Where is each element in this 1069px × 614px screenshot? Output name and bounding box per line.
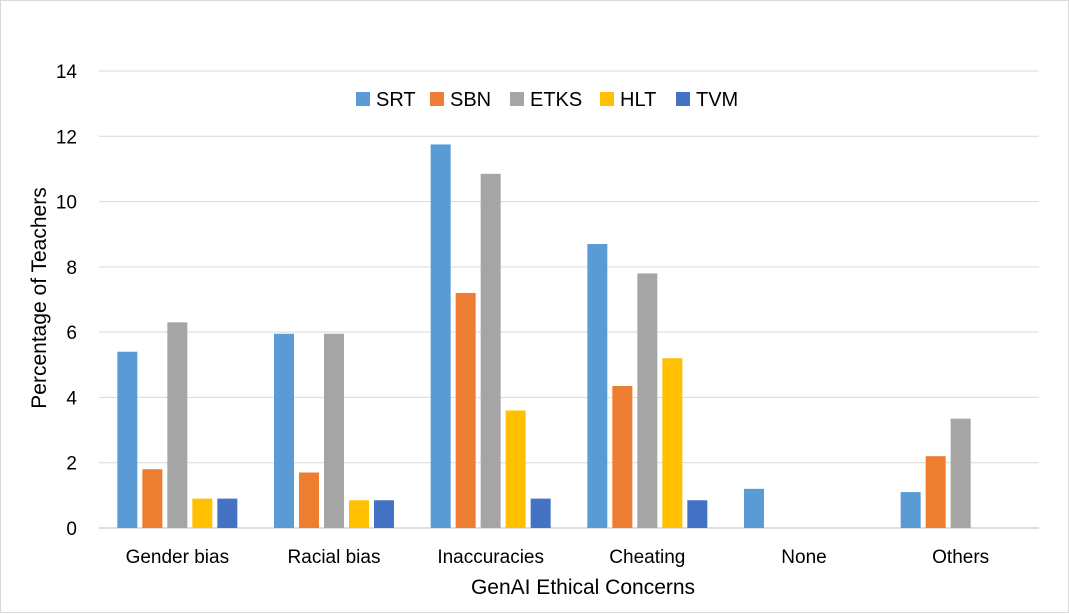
bar-etks-1 [324, 333, 344, 528]
bar-hlt-2 [505, 410, 526, 528]
bar-etks-5 [950, 418, 971, 528]
x-axis-ticks: Gender bias Racial bias Inaccuracies Cheati… [126, 547, 990, 568]
x-tick-label: None [781, 547, 826, 568]
legend-swatch-tvm [676, 92, 690, 106]
bar-etks-0 [167, 322, 188, 528]
bar-sbn-3 [612, 386, 633, 528]
y-tick-label: 14 [56, 62, 78, 83]
y-tick-label: 6 [66, 323, 77, 344]
x-tick-label: Inaccuracies [437, 547, 544, 568]
bar-sbn-5 [925, 456, 946, 528]
bar-tvm-2 [530, 498, 551, 528]
bar-srt-4 [744, 488, 764, 528]
y-tick-label: 2 [66, 454, 77, 475]
bar-srt-2 [430, 144, 451, 529]
bar-etks-2 [480, 173, 501, 528]
y-axis-ticks: 0 2 4 6 8 10 12 14 [56, 62, 78, 540]
gridlines [99, 70, 1039, 529]
bar-hlt-3 [662, 358, 683, 528]
legend-label-tvm: TVM [696, 89, 738, 111]
bar-tvm-1 [374, 500, 394, 528]
bar-sbn-0 [142, 469, 163, 528]
legend-label-srt: SRT [376, 89, 416, 111]
legend-swatch-srt [356, 92, 370, 106]
y-tick-label: 4 [66, 388, 77, 409]
x-tick-label: Cheating [609, 547, 685, 568]
x-tick-label: Others [932, 547, 989, 568]
legend-swatch-sbn [430, 92, 444, 106]
y-axis-title: Percentage of Teachers [28, 187, 51, 408]
legend-label-sbn: SBN [450, 89, 491, 111]
x-tick-label: Gender bias [126, 547, 230, 568]
bar-sbn-1 [299, 472, 319, 528]
y-tick-label: 10 [56, 193, 77, 214]
x-tick-label: Racial bias [288, 547, 381, 568]
bar-etks-3 [637, 273, 658, 528]
bar-srt-1 [274, 333, 294, 528]
legend-swatch-etks [510, 92, 524, 106]
bar-hlt-1 [349, 500, 369, 528]
legend-swatch-hlt [600, 92, 614, 106]
y-tick-label: 12 [56, 127, 77, 148]
x-axis-title: GenAI Ethical Concerns [471, 576, 695, 599]
bar-tvm-0 [217, 498, 238, 528]
y-tick-label: 0 [66, 519, 77, 540]
bar-srt-3 [587, 244, 608, 528]
legend: SRT SBN ETKS HLT TVM [356, 89, 738, 111]
bar-tvm-3 [687, 500, 708, 528]
legend-label-hlt: HLT [620, 89, 656, 111]
bar-hlt-0 [192, 498, 213, 528]
y-tick-label: 8 [66, 258, 77, 279]
bar-sbn-2 [455, 292, 476, 528]
bar-srt-0 [117, 351, 138, 528]
bars [117, 144, 971, 529]
legend-label-etks: ETKS [530, 89, 582, 111]
bar-srt-5 [900, 492, 921, 528]
